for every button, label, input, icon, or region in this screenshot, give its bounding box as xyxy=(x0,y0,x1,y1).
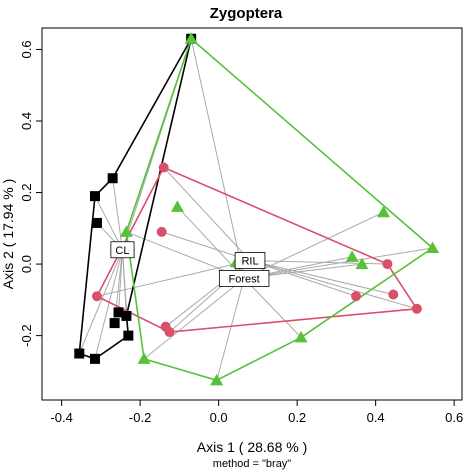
point-forest-9 xyxy=(137,352,151,364)
group-label-ril: RIL xyxy=(234,252,266,269)
point-forest-5 xyxy=(355,257,369,270)
group-label-forest: Forest xyxy=(218,269,270,287)
point-cl-1 xyxy=(89,191,100,202)
point-cl-5 xyxy=(123,330,134,341)
group-hulls xyxy=(78,37,434,382)
group-label-text-ril: RIL xyxy=(241,256,258,268)
point-forest-2 xyxy=(119,225,133,237)
point-forest-10 xyxy=(210,373,224,386)
spider-line-cl-0 xyxy=(112,178,123,250)
spider-line-cl-8 xyxy=(118,249,123,313)
point-cl-2 xyxy=(91,217,102,228)
spider-line-cl-7 xyxy=(121,249,127,316)
point-forest-7 xyxy=(376,205,390,218)
point-cl-6 xyxy=(109,318,120,329)
point-ril-8 xyxy=(411,303,422,314)
x-axis: -0.4 -0.2 0.0 0.2 0.4 0.6 xyxy=(50,400,463,425)
point-ril-5 xyxy=(382,259,393,270)
point-cl-7 xyxy=(121,310,132,321)
group-label-text-cl: CL xyxy=(115,245,129,257)
spider-line-forest-0 xyxy=(190,38,245,279)
x-tick-label-0: -0.4 xyxy=(50,410,72,425)
spider-line-ril-8 xyxy=(249,260,417,310)
y-axis: -0.2 0.0 0.2 0.4 0.6 xyxy=(19,40,42,347)
spider-lines xyxy=(78,38,433,381)
spider-line-cl-4 xyxy=(94,249,123,359)
spider-line-forest-6 xyxy=(244,247,433,279)
spider-line-ril-2 xyxy=(96,260,251,297)
point-ril-1 xyxy=(156,226,167,237)
point-ril-7 xyxy=(388,289,399,300)
point-forest-8 xyxy=(294,330,308,343)
point-forest-1 xyxy=(170,200,184,212)
plot-frame xyxy=(41,27,463,401)
group-label-text-forest: Forest xyxy=(229,273,260,285)
x-axis-title: Axis 1 ( 28.68 % ) xyxy=(197,439,308,455)
point-ril-2 xyxy=(91,291,102,302)
spider-line-forest-8 xyxy=(243,278,302,338)
point-ril-6 xyxy=(351,291,362,302)
group-label-box-forest xyxy=(218,269,270,287)
hull-ril xyxy=(95,166,419,333)
method-caption: method = "bray" xyxy=(213,458,292,470)
spider-line-cl-1 xyxy=(94,195,123,250)
data-points xyxy=(74,32,440,386)
spider-line-forest-7 xyxy=(243,211,384,279)
group-label-cl: CL xyxy=(110,241,135,259)
x-tick-label-2: 0.0 xyxy=(210,410,228,425)
x-tick-label-3: 0.2 xyxy=(288,410,306,425)
spider-line-cl-3 xyxy=(78,249,123,354)
point-ril-4 xyxy=(160,321,171,332)
point-forest-0 xyxy=(184,32,198,44)
spider-line-forest-10 xyxy=(216,278,245,381)
point-ril-0 xyxy=(158,162,169,173)
point-cl-0 xyxy=(107,173,118,184)
point-forest-6 xyxy=(426,241,440,253)
y-tick-label-1: 0.0 xyxy=(19,255,34,273)
group-label-box-ril xyxy=(234,252,266,269)
point-cl-4 xyxy=(89,353,100,364)
x-tick-label-5: 0.6 xyxy=(445,410,463,425)
y-tick-label-0: -0.2 xyxy=(19,324,34,346)
group-labels: CL RIL Forest xyxy=(110,241,270,287)
spider-line-ril-7 xyxy=(249,260,394,295)
x-tick-label-4: 0.4 xyxy=(367,410,385,425)
point-forest-4 xyxy=(345,250,359,262)
y-axis-title: Axis 2 ( 17.94 % ) xyxy=(0,179,16,290)
y-tick-label-3: 0.4 xyxy=(19,112,34,130)
spider-line-ril-0 xyxy=(163,167,251,261)
y-tick-label-2: 0.2 xyxy=(19,183,34,201)
y-tick-label-4: 0.6 xyxy=(19,40,34,58)
point-cl-8 xyxy=(113,307,124,318)
spider-line-ril-6 xyxy=(249,260,357,297)
group-label-box-cl xyxy=(110,241,135,259)
spider-line-forest-9 xyxy=(143,277,245,360)
x-tick-label-1: -0.2 xyxy=(129,410,151,425)
chart-title: Zygoptera xyxy=(210,5,283,22)
point-cl-3 xyxy=(74,348,85,359)
